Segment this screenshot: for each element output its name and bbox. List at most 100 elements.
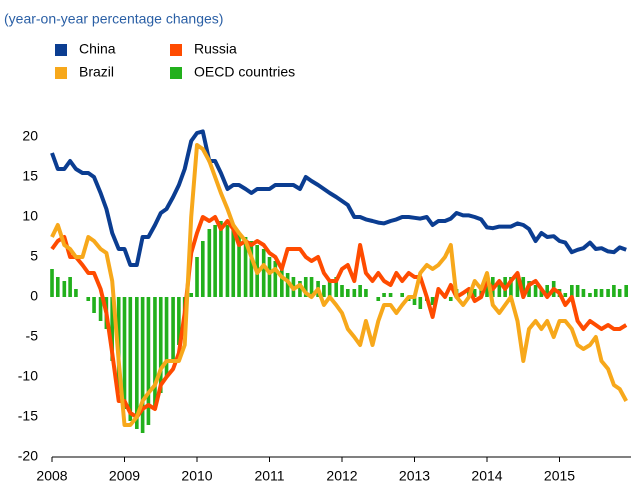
bar bbox=[624, 285, 629, 297]
bar bbox=[158, 297, 163, 393]
x-tick-label: 2008 bbox=[36, 468, 67, 484]
bar bbox=[448, 297, 453, 301]
legend-swatch bbox=[55, 67, 67, 79]
y-tick-label: -10 bbox=[18, 368, 38, 384]
line bbox=[50, 143, 628, 427]
y-tick-label: 20 bbox=[22, 128, 38, 144]
bar bbox=[430, 297, 435, 305]
bar bbox=[563, 293, 568, 297]
bar bbox=[285, 273, 290, 297]
bar bbox=[418, 297, 423, 309]
chart-subtitle: (year-on-year percentage changes) bbox=[4, 11, 223, 27]
bar bbox=[588, 293, 592, 297]
bar bbox=[146, 297, 151, 425]
legend-label: Russia bbox=[194, 41, 237, 57]
y-tick-label: 0 bbox=[30, 288, 38, 304]
bar bbox=[352, 289, 357, 297]
x-tick-label: 2013 bbox=[399, 468, 430, 484]
bar bbox=[345, 289, 350, 297]
x-tick-label: 2010 bbox=[181, 468, 212, 484]
bar bbox=[68, 277, 72, 297]
bar bbox=[86, 297, 91, 301]
bar bbox=[388, 293, 393, 297]
legend-swatch bbox=[170, 67, 182, 79]
bar bbox=[249, 241, 254, 297]
bar bbox=[509, 277, 513, 297]
bar bbox=[400, 293, 404, 297]
bar bbox=[479, 285, 484, 297]
bar bbox=[322, 285, 326, 297]
bar bbox=[243, 237, 248, 297]
bar bbox=[606, 289, 610, 297]
bar bbox=[327, 281, 332, 297]
bar bbox=[364, 289, 368, 297]
line bbox=[50, 129, 627, 267]
y-tick-label: 15 bbox=[22, 168, 38, 184]
bar bbox=[231, 229, 236, 297]
bar bbox=[171, 297, 175, 361]
bar bbox=[570, 285, 574, 297]
bar bbox=[135, 297, 139, 429]
bar bbox=[599, 289, 604, 297]
bar bbox=[617, 289, 622, 297]
bar bbox=[237, 233, 241, 297]
bar bbox=[110, 297, 114, 361]
bar bbox=[74, 289, 78, 297]
bar bbox=[539, 289, 544, 297]
x-tick-label: 2011 bbox=[254, 468, 284, 484]
bar bbox=[122, 297, 127, 409]
bar bbox=[213, 225, 217, 297]
bar bbox=[533, 285, 538, 297]
bar bbox=[358, 285, 362, 297]
y-tick-label: -20 bbox=[18, 448, 38, 464]
bar bbox=[195, 257, 199, 297]
legend-label: China bbox=[79, 41, 116, 57]
bar bbox=[309, 277, 314, 297]
bar bbox=[382, 293, 386, 297]
bar bbox=[62, 281, 67, 297]
bar bbox=[581, 289, 586, 297]
legend-label: Brazil bbox=[79, 64, 114, 80]
bar bbox=[412, 297, 417, 305]
x-tick-label: 2014 bbox=[471, 468, 502, 484]
bar bbox=[273, 261, 278, 297]
bar bbox=[334, 277, 339, 297]
bar bbox=[280, 265, 284, 297]
bar bbox=[521, 277, 526, 297]
bar bbox=[177, 297, 181, 345]
bar bbox=[303, 277, 308, 297]
bar bbox=[472, 289, 477, 297]
bar bbox=[98, 297, 103, 321]
bar bbox=[225, 225, 230, 297]
bar bbox=[140, 297, 145, 433]
bar bbox=[497, 281, 502, 297]
bar bbox=[92, 297, 96, 313]
bar bbox=[267, 257, 272, 297]
line bbox=[50, 215, 628, 419]
bar bbox=[575, 285, 580, 297]
x-tick-label: 2015 bbox=[544, 468, 575, 484]
legend-swatch bbox=[170, 44, 182, 56]
bar bbox=[340, 285, 344, 297]
x-tick-label: 2009 bbox=[109, 468, 140, 484]
bar bbox=[164, 297, 169, 377]
bar bbox=[200, 241, 205, 297]
bar bbox=[612, 285, 616, 297]
bar bbox=[219, 221, 223, 297]
bar bbox=[207, 229, 212, 297]
y-tick-label: 5 bbox=[30, 248, 38, 264]
bar bbox=[50, 269, 54, 297]
legend-swatch bbox=[55, 44, 67, 56]
bar bbox=[153, 297, 157, 409]
x-tick-label: 2012 bbox=[326, 468, 357, 484]
bar bbox=[376, 297, 381, 301]
bar bbox=[189, 293, 194, 297]
y-tick-label: -15 bbox=[18, 408, 38, 424]
y-tick-label: 10 bbox=[22, 208, 38, 224]
legend-label: OECD countries bbox=[194, 64, 295, 80]
bar bbox=[128, 297, 133, 421]
bar bbox=[55, 277, 60, 297]
bar bbox=[515, 273, 520, 297]
y-tick-label: -5 bbox=[26, 328, 39, 344]
